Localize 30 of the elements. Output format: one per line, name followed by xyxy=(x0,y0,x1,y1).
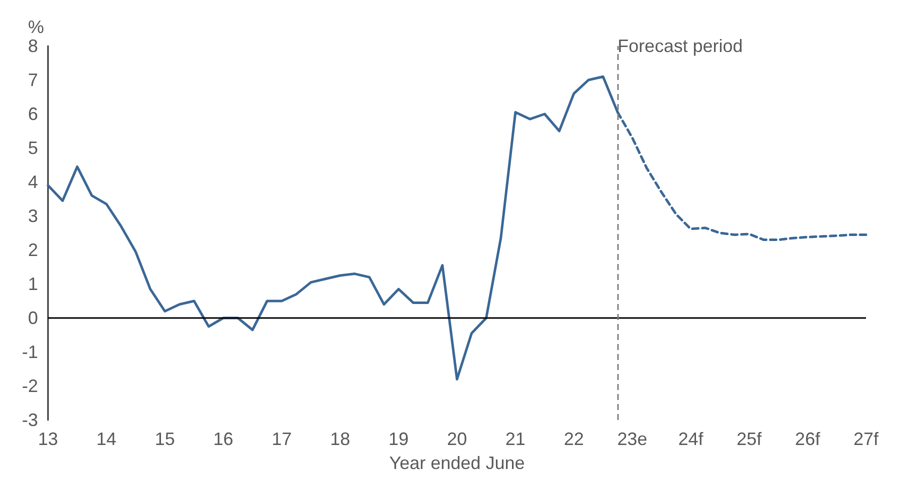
x-axis-title: Year ended June xyxy=(389,453,525,473)
y-tick-label: 8 xyxy=(28,36,38,56)
x-tick-label: 16 xyxy=(213,429,234,449)
x-tick-label: 21 xyxy=(505,429,526,449)
x-tick-label: 19 xyxy=(388,429,409,449)
x-tick-label: 25f xyxy=(736,429,763,449)
y-tick-label: 1 xyxy=(28,274,38,294)
y-tick-label: 5 xyxy=(28,138,38,158)
y-tick-label: 4 xyxy=(28,172,38,192)
x-tick-label: 20 xyxy=(446,429,468,449)
x-tick-label: 23e xyxy=(617,429,648,449)
x-tick-label: 17 xyxy=(272,429,292,449)
y-tick-label: 6 xyxy=(28,104,38,124)
y-tick-label: 2 xyxy=(28,240,38,260)
x-tick-label: 26f xyxy=(795,429,822,449)
y-tick-label: 7 xyxy=(28,70,38,90)
x-tick-label: 13 xyxy=(38,429,58,449)
y-tick-label: -1 xyxy=(22,342,38,362)
x-tick-label: 15 xyxy=(154,429,175,449)
x-tick-label: 24f xyxy=(678,429,704,449)
y-tick-label: -2 xyxy=(22,376,38,396)
x-tick-label: 27f xyxy=(853,429,880,449)
y-tick-label: 3 xyxy=(28,206,38,226)
x-tick-label: 14 xyxy=(96,429,116,449)
y-tick-label: -3 xyxy=(22,410,38,430)
ref-line-label: Forecast period xyxy=(618,36,743,56)
y-tick-label: 0 xyxy=(28,308,38,328)
x-tick-label: 18 xyxy=(330,429,350,449)
x-tick-label: 22 xyxy=(564,429,584,449)
y-axis-title: % xyxy=(28,17,44,37)
